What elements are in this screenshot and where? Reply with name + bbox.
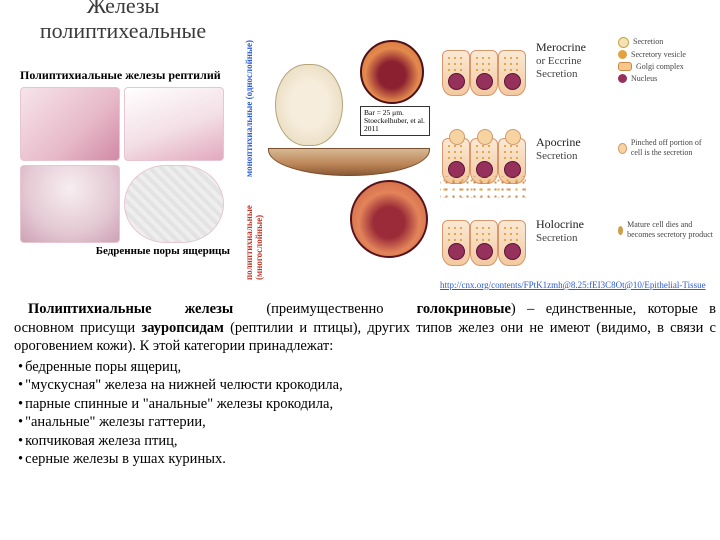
figure-right: Merocrine or Eccrine Secretion Secretion… <box>440 22 716 278</box>
sem-image-pores <box>20 165 120 243</box>
list-item: бедренные поры ящериц, <box>18 358 716 377</box>
figure-area: Полиптихиальные железы рептилий Бедренны… <box>0 20 720 290</box>
holocrine-label: Holocrine Secretion <box>530 218 614 244</box>
figure-left-caption: Бедренные поры ящерицы <box>20 245 230 257</box>
list-item: парные спинные и "анальные" железы кроко… <box>18 395 716 414</box>
bullet-list: бедренные поры ящериц, "мускусная" желез… <box>14 358 716 469</box>
legend-holocrine: Mature cell dies and becomes secretory p… <box>614 220 714 242</box>
histology-image-2 <box>124 87 224 161</box>
holocrine-cells <box>440 192 530 270</box>
list-item: копчиковая железа птиц, <box>18 432 716 451</box>
secretion-row-holocrine: Holocrine Secretion Mature cell dies and… <box>440 192 716 270</box>
secretion-row-merocrine: Merocrine or Eccrine Secretion Secretion… <box>440 22 716 100</box>
image-credit-link[interactable]: http://cnx.org/contents/FPtK1zmh@8.25:fE… <box>440 280 706 290</box>
list-item: "анальные" железы гаттерии, <box>18 413 716 432</box>
legend-merocrine: Secretion Secretory vesicle Golgi comple… <box>614 37 714 86</box>
figure-left: Полиптихиальные железы рептилий Бедренны… <box>20 68 230 257</box>
merocrine-cells <box>440 22 530 100</box>
sem-image-scale <box>124 165 224 243</box>
gland-cross-section-mono <box>360 40 424 104</box>
figure-left-images <box>20 87 230 243</box>
intro-paragraph: Полиптихиальные железы (преимущественно … <box>14 300 716 356</box>
figure-left-title: Полиптихиальные железы рептилий <box>20 68 230 83</box>
legend-apocrine: Pinched off portion of cell is the secre… <box>614 138 714 160</box>
list-item: "мускусная" железа на нижней челюсти кро… <box>18 376 716 395</box>
poly-label: полиптихиальные (многослойные) <box>244 168 344 280</box>
gland-cross-section-poly <box>350 180 428 258</box>
list-item: серные железы в ушах куриных. <box>18 450 716 469</box>
turtle-shell-diagram <box>275 64 343 146</box>
scale-bar-note: Bar = 25 μm. Stoeckelhuber, et al. 2011 <box>360 106 430 136</box>
apocrine-label: Apocrine Secretion <box>530 136 614 162</box>
body-text: Полиптихиальные железы (преимущественно … <box>14 300 716 469</box>
figure-middle: моноптихиальные (однослойные) полиптихиа… <box>250 30 430 280</box>
merocrine-label: Merocrine or Eccrine Secretion <box>530 41 614 80</box>
histology-image-1 <box>20 87 120 161</box>
